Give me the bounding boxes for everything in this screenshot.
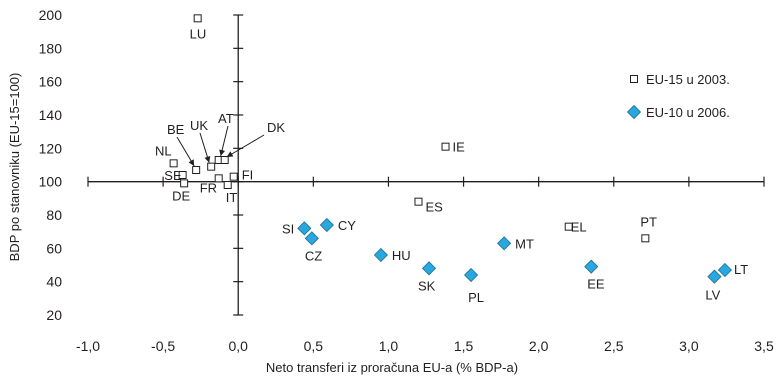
label-lt: LT xyxy=(734,262,748,277)
label-be: BE xyxy=(167,122,185,137)
label-dk: DK xyxy=(267,120,285,135)
marker-si xyxy=(297,221,312,236)
y-tick-label: 20 xyxy=(46,307,62,323)
x-tick-label: 2,0 xyxy=(529,338,549,354)
label-el: EL xyxy=(571,220,587,235)
leader-arrow-uk xyxy=(204,156,211,163)
data-markers xyxy=(169,14,733,284)
marker-pl xyxy=(464,267,479,283)
y-tick-label: 80 xyxy=(46,207,62,223)
label-mt: MT xyxy=(515,236,534,251)
x-tick-label: 0,0 xyxy=(228,338,248,354)
leader-arrow-dk xyxy=(226,151,234,157)
x-tick-label: 2,5 xyxy=(604,338,624,354)
x-axis-title: Neto transferi iz proračuna EU-a (% BDP-… xyxy=(266,360,518,375)
marker-pt xyxy=(641,234,650,243)
x-tick-label: 1,5 xyxy=(454,338,474,354)
label-si: SI xyxy=(282,221,294,236)
y-tick-label: 100 xyxy=(39,174,63,190)
marker-dk xyxy=(220,156,229,164)
label-de: DE xyxy=(172,188,190,203)
label-uk: UK xyxy=(190,118,208,133)
marker-lv xyxy=(707,269,722,284)
y-tick-label: 200 xyxy=(39,7,63,23)
y-tick-label: 180 xyxy=(39,40,63,56)
y-tick-label: 40 xyxy=(46,274,62,290)
marker-mt xyxy=(497,236,512,251)
label-fr: FR xyxy=(200,180,217,195)
y-tick-label: 120 xyxy=(39,140,63,156)
label-lu: LU xyxy=(190,26,207,41)
label-ee: EE xyxy=(587,277,605,292)
marker-it xyxy=(223,181,232,189)
x-tick-label: 1,0 xyxy=(379,338,399,354)
marker-hu xyxy=(373,247,388,263)
label-cz: CZ xyxy=(305,248,322,263)
y-tick-label: 160 xyxy=(39,74,63,90)
label-pt: PT xyxy=(640,214,657,229)
marker-lu xyxy=(193,14,202,23)
marker-nl xyxy=(169,159,178,168)
label-ie: IE xyxy=(453,140,466,155)
label-nl: NL xyxy=(155,143,172,158)
label-lv: LV xyxy=(705,288,720,303)
marker-fr xyxy=(214,174,223,183)
label-hu: HU xyxy=(392,248,411,263)
legend-label-eu15: EU-15 u 2003. xyxy=(646,72,730,87)
leader-arrow-at xyxy=(219,149,226,156)
label-sk: SK xyxy=(418,278,436,293)
marker-uk xyxy=(207,162,216,171)
x-tick-label: 0,5 xyxy=(304,338,324,354)
marker-ee xyxy=(584,259,599,274)
x-tick-label: 3,5 xyxy=(754,338,774,354)
label-fi: FI xyxy=(242,168,254,183)
marker-lt xyxy=(717,262,733,278)
marker-fi xyxy=(229,172,238,181)
marker-se xyxy=(178,171,187,179)
marker-cz xyxy=(304,231,319,246)
marker-ie xyxy=(441,142,450,151)
label-at: AT xyxy=(218,111,234,126)
axes: -1,0 -0,5 0,0 0,5 1,0 1,5 2,0 2,5 3,0 3,5 20 40 60 80… xyxy=(39,7,774,354)
label-es: ES xyxy=(425,200,443,215)
leader-arrow-be xyxy=(188,159,195,166)
legend: EU-15 u 2003. EU-10 u 2006. xyxy=(626,72,730,120)
x-tick-label: -0,5 xyxy=(151,338,175,354)
leader-line-dk xyxy=(226,134,265,158)
data-labels: LU IE BE UK AT DK NL SE DE FR IT FI ES EL PT SI CY CZ HU SK… xyxy=(155,26,748,305)
legend-marker-eu10 xyxy=(626,104,642,120)
marker-es xyxy=(414,197,423,206)
label-pl: PL xyxy=(468,290,484,305)
label-it: IT xyxy=(226,190,238,205)
marker-sk xyxy=(421,261,437,276)
legend-marker-eu15 xyxy=(630,75,638,83)
marker-el xyxy=(564,222,573,231)
legend-label-eu10: EU-10 u 2006. xyxy=(646,105,730,120)
label-se: SE xyxy=(164,168,182,183)
y-tick-label: 140 xyxy=(39,107,63,123)
y-tick-label: 60 xyxy=(46,240,62,256)
y-axis-title: BDP po stanovniku (EU-15=100) xyxy=(7,73,22,262)
label-cy: CY xyxy=(338,218,356,233)
marker-de xyxy=(180,179,189,188)
x-tick-label: -1,0 xyxy=(76,338,100,354)
marker-cy xyxy=(319,217,334,233)
marker-be xyxy=(192,166,201,174)
x-tick-label: 3,0 xyxy=(679,338,699,354)
